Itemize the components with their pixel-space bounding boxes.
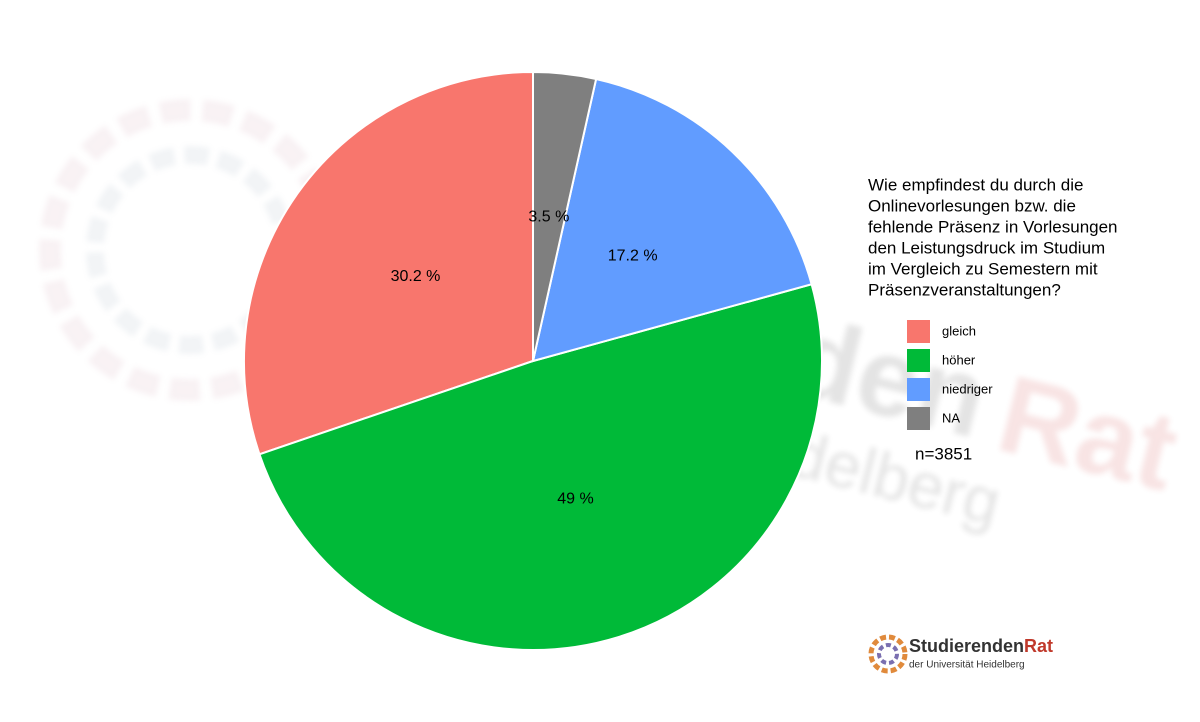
legend-label: höher xyxy=(942,352,976,367)
watermark-text: Rat xyxy=(987,352,1189,514)
legend-title: im Vergleich zu Semestern mit xyxy=(868,259,1098,278)
legend: Wie empfindest du durch die Onlinevorlesu… xyxy=(868,175,1118,463)
legend-swatch xyxy=(907,349,930,372)
legend-swatch xyxy=(907,320,930,343)
slice-label: 30.2 % xyxy=(391,268,441,285)
slice-label: 3.5 % xyxy=(528,209,569,226)
legend-title: Wie empfindest du durch die xyxy=(868,175,1083,194)
logo-name-part: Studierenden xyxy=(909,636,1024,656)
logo-icon xyxy=(877,643,899,665)
legend-title: Onlinevorlesungen bzw. die xyxy=(868,196,1076,215)
legend-title: fehlende Präsenz in Vorlesungen xyxy=(868,217,1118,236)
logo-icon xyxy=(868,634,908,674)
pie-slice xyxy=(531,77,813,363)
logo: StudierendenRat der Universität Heidelbe… xyxy=(868,634,1053,674)
slice-label: 17.2 % xyxy=(608,248,658,265)
pie-slice xyxy=(532,70,598,362)
legend-title: den Leistungsdruck im Studium xyxy=(868,238,1105,257)
pie-slice xyxy=(243,70,534,456)
legend-label: gleich xyxy=(942,323,976,338)
logo-name: StudierendenRat xyxy=(909,636,1053,656)
logo-name-part: Rat xyxy=(1024,636,1053,656)
legend-label: NA xyxy=(942,410,960,425)
pie: 30.2 % 49 % 17.2 % 3.5 % xyxy=(243,70,823,651)
slice-label: 49 % xyxy=(557,490,593,507)
legend-label: niedriger xyxy=(942,381,993,396)
sample-size: n=3851 xyxy=(915,444,972,463)
logo-subtitle: der Universität Heidelberg xyxy=(909,660,1025,671)
pie-slice xyxy=(258,282,823,651)
legend-swatch xyxy=(907,407,930,430)
legend-title: Präsenzveranstaltungen? xyxy=(868,280,1061,299)
legend-swatch xyxy=(907,378,930,401)
